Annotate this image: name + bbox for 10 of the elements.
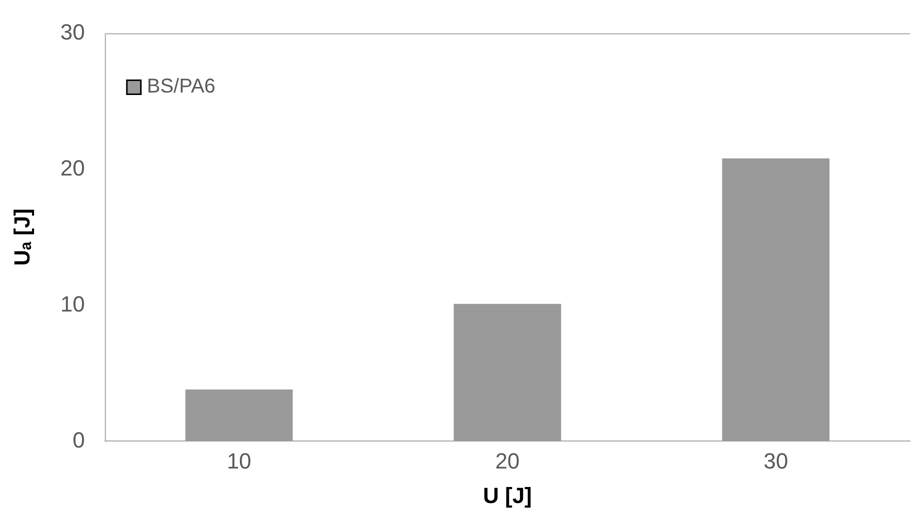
- y-tick-label: 20: [60, 155, 85, 180]
- legend-label: BS/PA6: [146, 76, 216, 98]
- x-tick-label: 10: [226, 448, 252, 474]
- y-tick-label: 10: [60, 291, 85, 316]
- y-axis-title: Uₐ [J]: [9, 208, 34, 266]
- x-axis-title: U [J]: [482, 482, 532, 508]
- x-tick-label: 20: [495, 448, 520, 474]
- y-tick-label: 0: [72, 427, 85, 452]
- y-tick-label: 30: [60, 19, 85, 44]
- x-tick-label: 30: [764, 448, 788, 474]
